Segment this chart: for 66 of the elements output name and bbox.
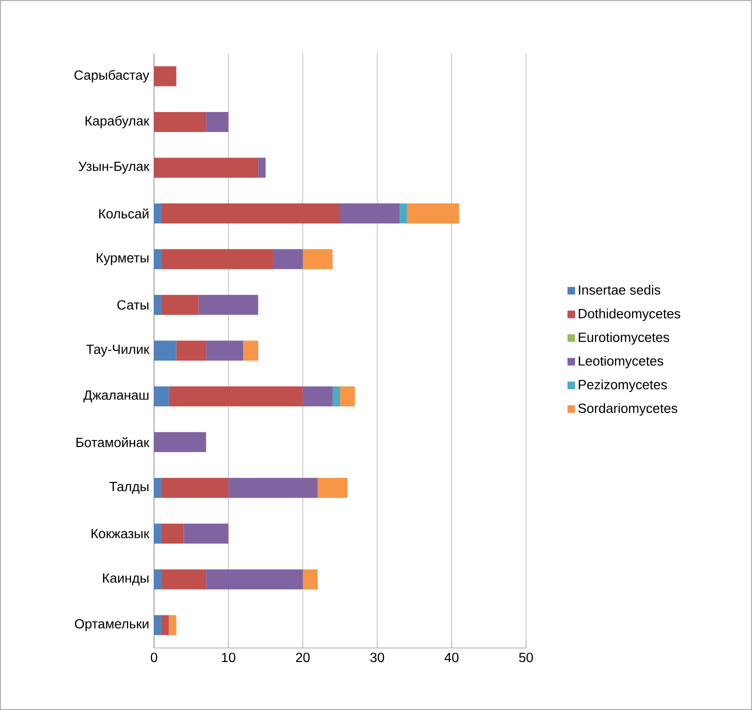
bar	[184, 524, 228, 544]
bar	[154, 249, 162, 270]
bar	[154, 203, 162, 224]
y-tick-label: Сарыбастау	[74, 70, 150, 82]
bar	[258, 158, 266, 178]
legend-label: Sordariomycetes	[578, 403, 678, 416]
y-tick-label: Кольсай	[99, 208, 148, 218]
bar	[154, 524, 162, 544]
bar	[161, 569, 206, 590]
legend-label: Eurotiomycetes	[578, 332, 670, 345]
bar	[154, 569, 162, 590]
legend-label: Pezizomycetes	[578, 380, 667, 392]
y-tick-label: Саты	[117, 300, 148, 310]
bar	[154, 112, 206, 132]
bar	[302, 249, 333, 270]
y-tick-label: Курметы	[96, 253, 148, 266]
bar	[176, 340, 206, 361]
bar	[161, 478, 228, 498]
bar	[154, 66, 176, 86]
bar	[154, 158, 258, 178]
bar	[154, 615, 162, 636]
bar	[154, 478, 162, 498]
bar	[406, 203, 460, 224]
y-tick-label: Карабулак	[86, 116, 150, 128]
bar	[340, 386, 355, 406]
y-tick-label: Тау-Чилик	[86, 344, 150, 357]
bar	[168, 386, 303, 406]
bar	[168, 615, 176, 636]
bar	[198, 294, 258, 315]
legend-label: Dothideomycetes	[578, 308, 680, 321]
bar	[161, 203, 340, 224]
bar	[206, 569, 303, 590]
x-tick-label: 50	[519, 652, 533, 662]
bar	[273, 249, 303, 270]
bar	[318, 478, 348, 498]
x-tick-label: 40	[444, 652, 459, 662]
y-tick-label: Ортамельки	[74, 619, 148, 632]
legend-label: Insertae sedis	[578, 284, 660, 295]
x-tick-label: 0	[150, 652, 158, 662]
bar	[243, 340, 258, 361]
bar	[154, 432, 206, 452]
y-tick-label: Талды	[109, 482, 148, 494]
legend-label: Leotiomycetes	[578, 356, 664, 368]
bar	[400, 203, 407, 224]
bar	[161, 615, 169, 636]
bar	[206, 340, 244, 361]
bar	[154, 294, 162, 315]
bar	[340, 203, 400, 224]
y-tick-label: Узын-Булак	[78, 162, 150, 174]
y-tick-label: Каинды	[103, 573, 148, 586]
x-tick-label: 10	[222, 652, 236, 662]
bar	[206, 112, 228, 132]
y-tick-label: Джаланаш	[83, 390, 148, 402]
bar	[228, 478, 318, 498]
bar	[302, 569, 318, 590]
bar	[161, 524, 184, 544]
bar	[161, 249, 274, 270]
x-tick-label: 20	[296, 652, 310, 662]
bar	[154, 340, 176, 361]
bar	[302, 386, 333, 406]
bar	[161, 294, 199, 315]
bar	[332, 386, 340, 406]
x-tick-label: 30	[370, 652, 384, 662]
y-tick-label: Кокжазык	[92, 528, 150, 538]
bar	[154, 386, 169, 406]
y-tick-label: Ботамойнак	[76, 437, 150, 448]
